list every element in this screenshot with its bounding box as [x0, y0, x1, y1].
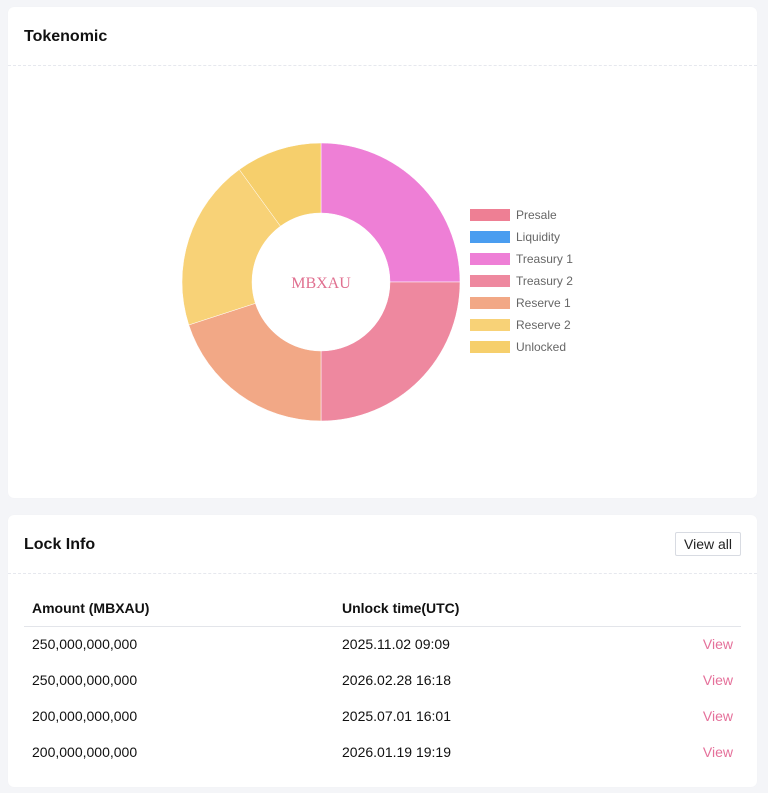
legend-label: Liquidity	[516, 230, 560, 244]
table-row: 200,000,000,000 2026.01.19 19:19 View	[24, 734, 741, 770]
legend-swatch	[470, 253, 510, 265]
legend-label: Treasury 2	[516, 274, 573, 288]
legend-swatch	[470, 297, 510, 309]
legend-swatch	[470, 275, 510, 287]
table-row: 200,000,000,000 2025.07.01 16:01 View	[24, 698, 741, 734]
lock-info-card: Lock Info View all Amount (MBXAU) Unlock…	[8, 515, 757, 787]
tokenomic-donut-chart: MBXAU Presale Liquidity Treasury 1 Treasury…	[181, 142, 573, 422]
legend-label: Reserve 1	[516, 296, 571, 310]
row-unlock-time: 2026.02.28 16:18	[342, 672, 451, 688]
slice-reserve-1[interactable]	[188, 303, 322, 422]
tokenomic-header: Tokenomic	[8, 7, 757, 66]
table-row: 250,000,000,000 2025.11.02 09:09 View	[24, 626, 741, 662]
legend-item-reserve-2[interactable]: Reserve 2	[470, 318, 571, 332]
row-unlock-time: 2025.11.02 09:09	[342, 636, 450, 653]
legend-item-treasury-1[interactable]: Treasury 1	[470, 252, 573, 266]
legend-label: Presale	[516, 208, 557, 222]
legend-label: Unlocked	[516, 340, 566, 354]
chart-slices	[181, 142, 461, 422]
row-view-link[interactable]: View	[702, 672, 733, 688]
lock-table-header-row: Amount (MBXAU) Unlock time(UTC)	[24, 590, 741, 627]
column-header-amount: Amount (MBXAU)	[24, 590, 334, 627]
column-header-action	[631, 590, 741, 627]
chart-center-label: MBXAU	[291, 275, 351, 292]
slice-treasury-1[interactable]	[320, 142, 461, 283]
table-row: 250,000,000,000 2026.02.28 16:18 View	[24, 662, 741, 698]
row-view-link[interactable]: View	[702, 708, 733, 724]
row-amount: 200,000,000,000	[32, 708, 138, 724]
legend-swatch	[470, 319, 510, 331]
slice-treasury-2[interactable]	[320, 281, 461, 422]
legend-swatch	[470, 341, 510, 353]
row-view-link[interactable]: View	[702, 744, 733, 760]
tokenomic-card: Tokenomic MBXAU Presale Liquidity Treasury…	[8, 7, 757, 498]
row-unlock-time: 2026.01.19 19:19	[342, 744, 451, 760]
lock-info-title: Lock Info	[24, 536, 96, 553]
legend-label: Treasury 1	[516, 252, 573, 266]
chart-legend: Presale Liquidity Treasury 1 Treasury 2 Rese…	[470, 208, 573, 354]
column-header-unlock-time: Unlock time(UTC)	[334, 590, 632, 627]
legend-item-unlocked[interactable]: Unlocked	[470, 340, 566, 354]
row-amount: 200,000,000,000	[32, 744, 138, 760]
row-unlock-time: 2025.07.01 16:01	[342, 708, 451, 724]
slice-reserve-2[interactable]	[181, 169, 281, 326]
view-all-button[interactable]: View all	[675, 532, 741, 556]
row-view-link[interactable]: View	[702, 636, 733, 653]
tokenomic-title: Tokenomic	[24, 28, 108, 45]
lock-info-header: Lock Info View all	[8, 515, 757, 574]
lock-table: Amount (MBXAU) Unlock time(UTC) 250,000,…	[24, 590, 741, 770]
slice-unlocked[interactable]	[238, 142, 322, 227]
legend-item-presale[interactable]: Presale	[470, 208, 557, 222]
legend-swatch	[470, 231, 510, 243]
legend-label: Reserve 2	[516, 318, 571, 332]
legend-swatch	[470, 209, 510, 221]
row-amount: 250,000,000,000	[32, 636, 138, 653]
legend-item-reserve-1[interactable]: Reserve 1	[470, 296, 571, 310]
legend-item-treasury-2[interactable]: Treasury 2	[470, 274, 573, 288]
row-amount: 250,000,000,000	[32, 672, 138, 688]
legend-item-liquidity[interactable]: Liquidity	[470, 230, 560, 244]
